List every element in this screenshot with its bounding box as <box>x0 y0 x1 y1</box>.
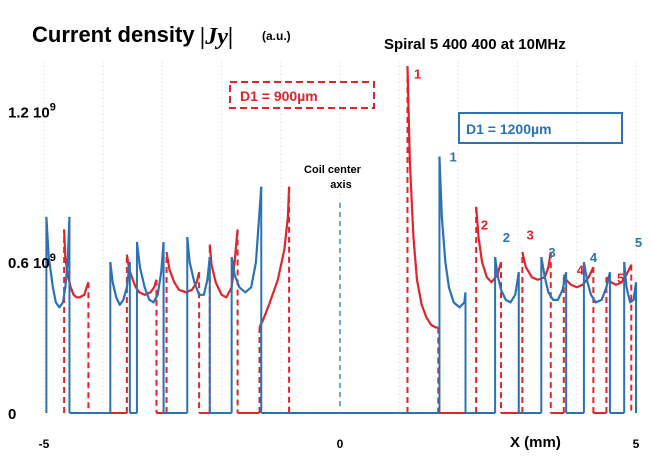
y-tick-label: 0.6 109 <box>8 252 56 272</box>
turn-label: 5 <box>617 270 624 285</box>
turn-label: 2 <box>481 217 488 232</box>
turn-label: 4 <box>577 263 585 278</box>
series-0-curve <box>406 66 439 329</box>
x-tick-label: 5 <box>633 437 640 451</box>
turn-label: 3 <box>548 245 555 260</box>
series-1-curve <box>623 262 638 304</box>
series-0-curve <box>165 251 201 294</box>
series-1-curve <box>45 216 71 309</box>
x-tick-label: -5 <box>39 437 50 451</box>
series-0-curve <box>521 251 552 281</box>
title-symbol: |Jy| <box>200 24 233 50</box>
x-tick-label: 0 <box>337 437 344 451</box>
y-tick-exponent: 9 <box>50 252 56 264</box>
chart-title: Current density <box>32 22 195 47</box>
series-1-curve <box>109 262 131 306</box>
series-0-curve <box>258 186 291 328</box>
coil-center-note: Coil center axis <box>304 164 364 191</box>
x-tick-labels: -5 0 5 <box>39 437 640 451</box>
series-1-curve <box>186 236 211 296</box>
legend-label-d1-1200: D1 = 1200µm <box>466 121 552 137</box>
series-1-curve <box>582 261 612 304</box>
coil-center-note-line-1: Coil center <box>304 164 362 176</box>
turn-label: 4 <box>590 250 598 265</box>
title-unit: (a.u.) <box>262 29 291 43</box>
turn-label: 3 <box>526 228 533 243</box>
y-tick-exponent: 9 <box>50 101 56 113</box>
x-axis-label: X (mm) <box>510 434 561 451</box>
legend-box-d1-1200 <box>458 112 623 144</box>
coil-center-note-line-2: axis <box>330 179 351 191</box>
series-1-curve <box>135 241 165 304</box>
y-tick-labels: 0 0.6 109 1.2 109 <box>8 101 56 423</box>
legend-box-d1-900 <box>229 81 375 109</box>
turn-label: 5 <box>635 235 642 250</box>
series-1-curve <box>540 256 568 301</box>
y-tick-label: 0 <box>8 406 16 423</box>
series-1-curve <box>438 156 467 309</box>
series-layer <box>45 66 638 414</box>
y-tick-label: 1.2 109 <box>8 101 56 121</box>
turn-label: 1 <box>414 67 421 82</box>
series-1-curve <box>494 256 520 304</box>
chart-subtitle: Spiral 5 400 400 at 10MHz <box>384 36 566 53</box>
turn-label: 1 <box>450 150 457 165</box>
legend: D1 = 900µm D1 = 1200µm <box>229 81 623 144</box>
series-1-curve <box>230 186 263 294</box>
legend-label-d1-900: D1 = 900µm <box>240 88 318 104</box>
turn-label: 2 <box>503 230 510 245</box>
